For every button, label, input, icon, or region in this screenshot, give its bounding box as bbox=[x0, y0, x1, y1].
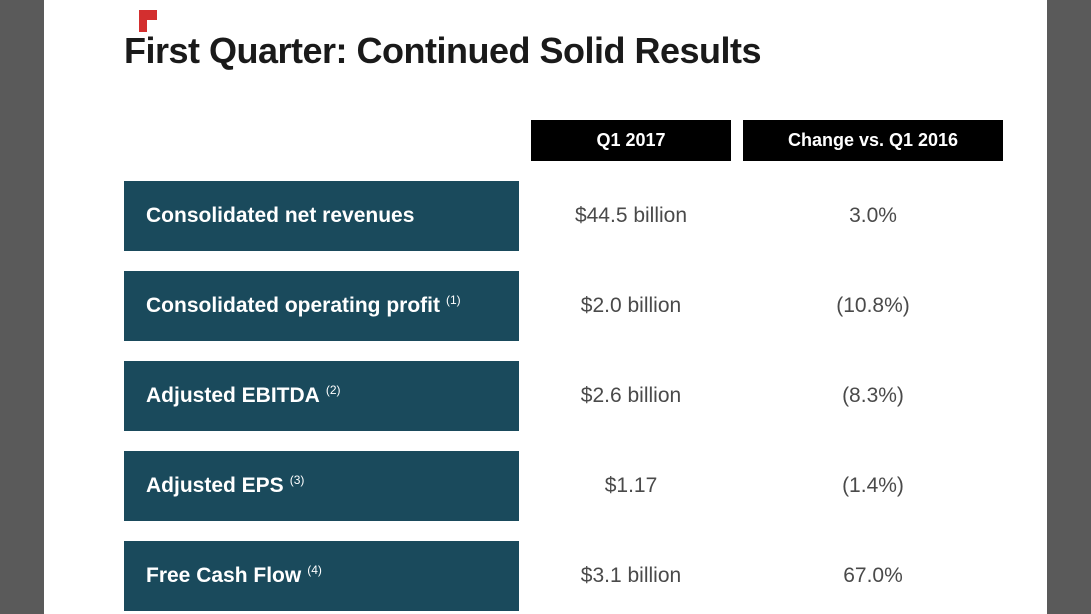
row-label: Free Cash Flow (4) bbox=[124, 541, 519, 611]
row-q1-value: $1.17 bbox=[531, 451, 731, 521]
table-row: Adjusted EBITDA (2) $2.6 billion (8.3%) bbox=[124, 361, 1024, 431]
row-label: Consolidated net revenues bbox=[124, 181, 519, 251]
row-label-text: Consolidated operating profit bbox=[146, 294, 440, 318]
row-label-text: Free Cash Flow bbox=[146, 564, 301, 588]
slide: First Quarter: Continued Solid Results Q… bbox=[44, 0, 1047, 614]
table-row: Consolidated operating profit (1) $2.0 b… bbox=[124, 271, 1024, 341]
row-label-text: Adjusted EPS bbox=[146, 474, 284, 498]
row-change-value: (10.8%) bbox=[743, 271, 1003, 341]
row-change-value: 3.0% bbox=[743, 181, 1003, 251]
header-spacer bbox=[124, 120, 519, 161]
table-row: Consolidated net revenues $44.5 billion … bbox=[124, 181, 1024, 251]
financial-table: Q1 2017 Change vs. Q1 2016 Consolidated … bbox=[124, 120, 1024, 611]
row-q1-value: $2.0 billion bbox=[531, 271, 731, 341]
slide-title: First Quarter: Continued Solid Results bbox=[124, 30, 997, 72]
table-row: Adjusted EPS (3) $1.17 (1.4%) bbox=[124, 451, 1024, 521]
table-row: Free Cash Flow (4) $3.1 billion 67.0% bbox=[124, 541, 1024, 611]
row-change-value: 67.0% bbox=[743, 541, 1003, 611]
row-change-value: (8.3%) bbox=[743, 361, 1003, 431]
row-change-value: (1.4%) bbox=[743, 451, 1003, 521]
row-label: Consolidated operating profit (1) bbox=[124, 271, 519, 341]
row-q1-value: $2.6 billion bbox=[531, 361, 731, 431]
row-label-text: Adjusted EBITDA bbox=[146, 384, 320, 408]
row-q1-value: $3.1 billion bbox=[531, 541, 731, 611]
row-label-text: Consolidated net revenues bbox=[146, 204, 414, 228]
table-header-row: Q1 2017 Change vs. Q1 2016 bbox=[124, 120, 1024, 161]
row-footnote: (1) bbox=[446, 293, 461, 307]
company-logo-icon bbox=[139, 10, 157, 32]
col-header-change: Change vs. Q1 2016 bbox=[743, 120, 1003, 161]
row-label: Adjusted EBITDA (2) bbox=[124, 361, 519, 431]
row-footnote: (2) bbox=[326, 383, 341, 397]
row-q1-value: $44.5 billion bbox=[531, 181, 731, 251]
row-label: Adjusted EPS (3) bbox=[124, 451, 519, 521]
col-header-q1: Q1 2017 bbox=[531, 120, 731, 161]
row-footnote: (4) bbox=[307, 563, 322, 577]
row-footnote: (3) bbox=[290, 473, 305, 487]
